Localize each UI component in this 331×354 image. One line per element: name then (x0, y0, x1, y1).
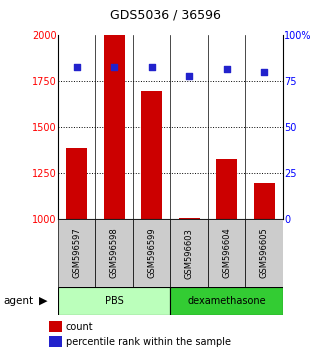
Text: GSM596598: GSM596598 (110, 228, 119, 279)
Bar (208, 219, 246, 287)
Text: GSM596605: GSM596605 (260, 228, 269, 279)
Bar (49, 336, 62, 347)
Point (149, 64, 154, 69)
Text: GDS5036 / 36596: GDS5036 / 36596 (110, 9, 221, 22)
Bar (104, 35, 124, 354)
Text: percentile rank within the sample: percentile rank within the sample (66, 337, 230, 347)
Text: GSM596603: GSM596603 (185, 228, 194, 279)
Bar (216, 159, 237, 354)
Text: PBS: PBS (105, 296, 123, 306)
Bar (179, 218, 200, 354)
Point (112, 64, 117, 69)
Bar (66, 148, 87, 354)
Text: GSM596599: GSM596599 (147, 228, 156, 279)
Bar (254, 183, 274, 354)
Bar (58, 219, 95, 287)
Point (261, 69, 267, 75)
Bar (170, 219, 208, 287)
Text: GSM596597: GSM596597 (72, 228, 81, 279)
Bar (141, 91, 162, 354)
Point (74, 64, 79, 69)
Text: ▶: ▶ (39, 296, 47, 306)
Bar (133, 219, 170, 287)
Bar (58, 287, 170, 315)
Text: agent: agent (3, 296, 33, 306)
Bar (246, 219, 283, 287)
Bar (49, 321, 62, 332)
Text: count: count (66, 321, 93, 332)
Text: GSM596604: GSM596604 (222, 228, 231, 279)
Point (187, 73, 192, 79)
Text: dexamethasone: dexamethasone (187, 296, 266, 306)
Bar (95, 219, 133, 287)
Bar (170, 287, 283, 315)
Point (224, 66, 229, 72)
